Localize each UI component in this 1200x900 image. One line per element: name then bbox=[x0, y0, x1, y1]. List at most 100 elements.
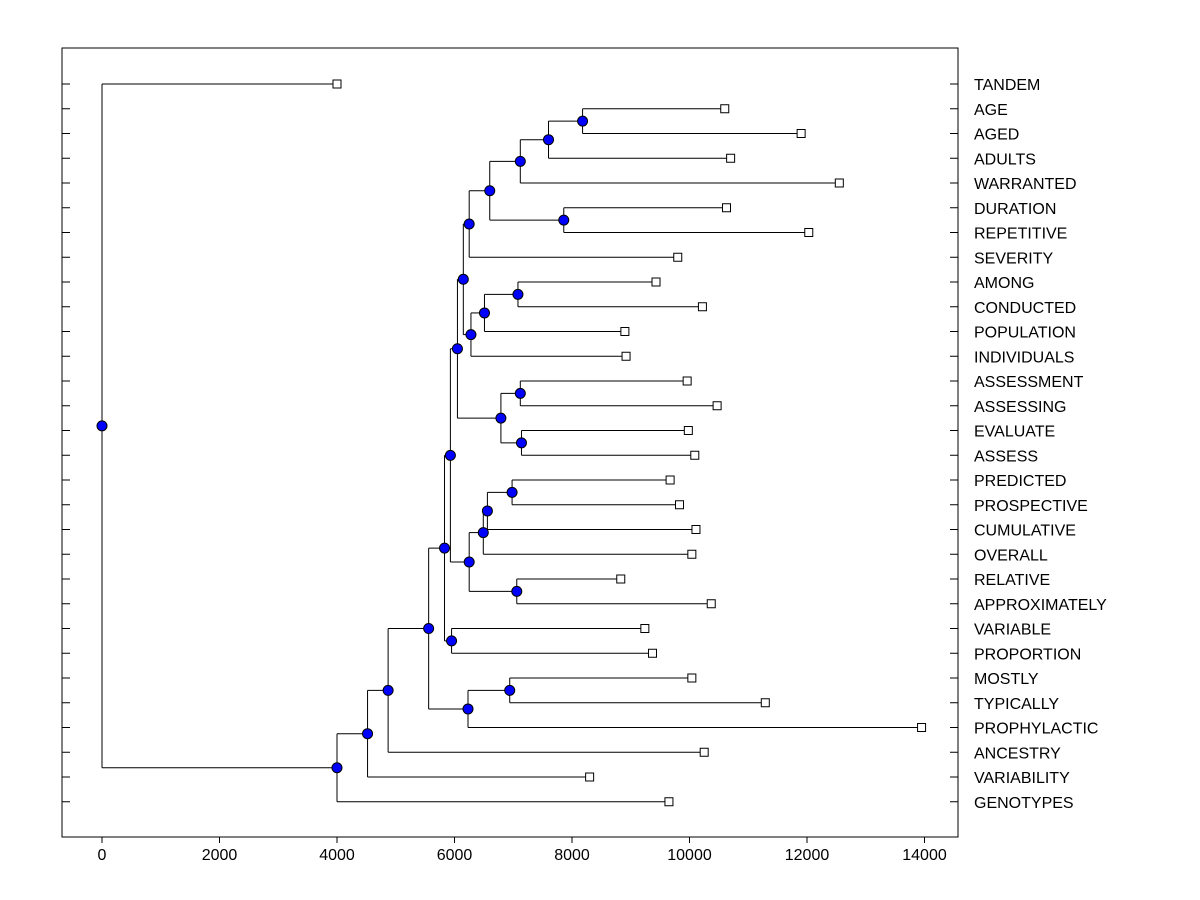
leaf-label-evaluate: EVALUATE bbox=[974, 424, 1055, 441]
leaf-marker-age bbox=[720, 104, 730, 114]
y-ticks bbox=[62, 83, 958, 803]
merge-nodes bbox=[96, 115, 589, 774]
leaf-label-relative: RELATIVE bbox=[974, 572, 1050, 589]
merge-node-n27 bbox=[362, 728, 374, 740]
merge-node-n14 bbox=[451, 343, 463, 355]
leaf-marker-assessment bbox=[682, 376, 692, 386]
leaf-marker-among bbox=[651, 277, 661, 287]
leaf-marker-relative bbox=[616, 574, 626, 584]
x-tick-label-4000: 4000 bbox=[319, 847, 355, 864]
leaf-marker-prospective bbox=[675, 500, 685, 510]
plot-frame bbox=[61, 47, 959, 838]
leaf-marker-prophylactic bbox=[917, 723, 927, 732]
leaf-label-aged: AGED bbox=[974, 127, 1019, 144]
leaf-marker-approximately bbox=[706, 599, 716, 609]
leaf-marker-conducted bbox=[697, 302, 707, 312]
leaf-label-individuals: INDIVIDUALS bbox=[974, 349, 1074, 366]
x-tick-label-8000: 8000 bbox=[554, 847, 590, 864]
merge-node-n4 bbox=[558, 214, 570, 226]
merge-node-n18 bbox=[511, 585, 523, 597]
leaf-label-genotypes: GENOTYPES bbox=[974, 795, 1074, 812]
x-tick-label-14000: 14000 bbox=[902, 847, 947, 864]
merge-node-n21 bbox=[444, 449, 456, 461]
x-tick-label-6000: 6000 bbox=[437, 847, 473, 864]
leaf-label-duration: DURATION bbox=[974, 201, 1056, 218]
leaf-label-tandem: TANDEM bbox=[974, 77, 1040, 94]
leaf-marker-cumulative bbox=[691, 525, 701, 534]
leaf-label-cumulative: CUMULATIVE bbox=[974, 523, 1076, 540]
merge-node-n7 bbox=[512, 288, 524, 300]
x-tick-label-10000: 10000 bbox=[667, 847, 712, 864]
leaf-marker-mostly bbox=[687, 673, 697, 683]
leaf-label-variable: VARIABLE bbox=[974, 622, 1051, 639]
merge-node-n20 bbox=[446, 635, 458, 647]
leaf-marker-assess bbox=[690, 450, 700, 460]
leaf-label-ancestry: ANCESTRY bbox=[974, 745, 1061, 762]
leaf-label-population: POPULATION bbox=[974, 325, 1076, 342]
merge-node-n3 bbox=[514, 155, 526, 167]
leaf-marker-duration bbox=[722, 203, 732, 213]
leaf-label-proportion: PROPORTION bbox=[974, 646, 1081, 663]
merge-node-n15 bbox=[506, 486, 518, 498]
merge-node-n1 bbox=[577, 115, 589, 127]
leaf-marker-variability bbox=[585, 772, 595, 782]
merge-node-n26 bbox=[382, 684, 394, 696]
merge-node-n25 bbox=[423, 623, 435, 635]
merge-node-n8 bbox=[478, 307, 490, 319]
merge-node-n17 bbox=[477, 527, 489, 539]
leaf-marker-warranted bbox=[834, 178, 844, 188]
leaf-marker-variable bbox=[640, 624, 650, 633]
leaf-label-warranted: WARRANTED bbox=[974, 176, 1077, 193]
merge-node-n16 bbox=[481, 505, 493, 517]
leaf-label-adults: ADULTS bbox=[974, 151, 1036, 168]
leaf-marker-assessing bbox=[712, 401, 722, 411]
merge-node-n5 bbox=[484, 185, 496, 197]
merge-node-n23 bbox=[504, 684, 516, 696]
x-axis: 0 2000 4000 6000 8000 10000 12000 14000 bbox=[98, 837, 947, 864]
merge-node-n11 bbox=[514, 387, 526, 399]
leaf-marker-tandem bbox=[332, 79, 342, 89]
leaf-label-prospective: PROSPECTIVE bbox=[974, 498, 1088, 515]
leaf-label-age: AGE bbox=[974, 102, 1008, 119]
leaf-marker-aged bbox=[796, 129, 806, 138]
merge-node-n6 bbox=[463, 218, 475, 230]
leaf-marker-evaluate bbox=[683, 426, 693, 435]
leaf-label-severity: SEVERITY bbox=[974, 250, 1053, 267]
merge-node-n24 bbox=[462, 703, 474, 715]
leaf-marker-population bbox=[620, 327, 630, 336]
leaf-label-assess: ASSESS bbox=[974, 448, 1038, 465]
merge-node-n13 bbox=[495, 412, 507, 424]
merge-node-n10 bbox=[457, 273, 469, 285]
leaf-label-mostly: MOSTLY bbox=[974, 671, 1039, 688]
leaf-label-prophylactic: PROPHYLACTIC bbox=[974, 721, 1098, 738]
merge-node-n28 bbox=[331, 762, 343, 774]
merge-node-n9 bbox=[465, 329, 477, 341]
merge-node-n19 bbox=[463, 556, 475, 568]
merge-node-n12 bbox=[515, 437, 527, 449]
merge-node-n22 bbox=[439, 542, 451, 554]
leaf-marker-repetitive bbox=[804, 228, 814, 237]
leaf-marker-genotypes bbox=[664, 797, 674, 807]
leaf-labels: TANDEM AGE AGED ADULTS WARRANTED DURATION REPE… bbox=[974, 77, 1107, 812]
leaf-marker-overall bbox=[687, 549, 697, 559]
leaf-label-assessment: ASSESSMENT bbox=[974, 374, 1084, 391]
merge-node-n2 bbox=[543, 134, 554, 146]
leaf-marker-severity bbox=[673, 252, 683, 262]
leaf-marker-adults bbox=[726, 153, 736, 163]
merge-node-n29 bbox=[96, 420, 108, 432]
leaf-label-approximately: APPROXIMATELY bbox=[974, 597, 1107, 614]
leaf-marker-proportion bbox=[647, 648, 657, 658]
leaf-markers bbox=[332, 79, 927, 807]
leaf-label-repetitive: REPETITIVE bbox=[974, 226, 1067, 243]
leaf-marker-typically bbox=[760, 698, 770, 708]
leaf-marker-predicted bbox=[665, 475, 675, 485]
leaf-label-conducted: CONDUCTED bbox=[974, 300, 1076, 317]
leaf-label-variability: VARIABILITY bbox=[974, 770, 1070, 787]
leaf-marker-ancestry bbox=[699, 747, 709, 757]
x-tick-label-0: 0 bbox=[98, 847, 107, 864]
x-tick-label-12000: 12000 bbox=[785, 847, 830, 864]
leaf-label-overall: OVERALL bbox=[974, 547, 1048, 564]
leaf-label-predicted: PREDICTED bbox=[974, 473, 1066, 490]
leaf-label-among: AMONG bbox=[974, 275, 1034, 292]
